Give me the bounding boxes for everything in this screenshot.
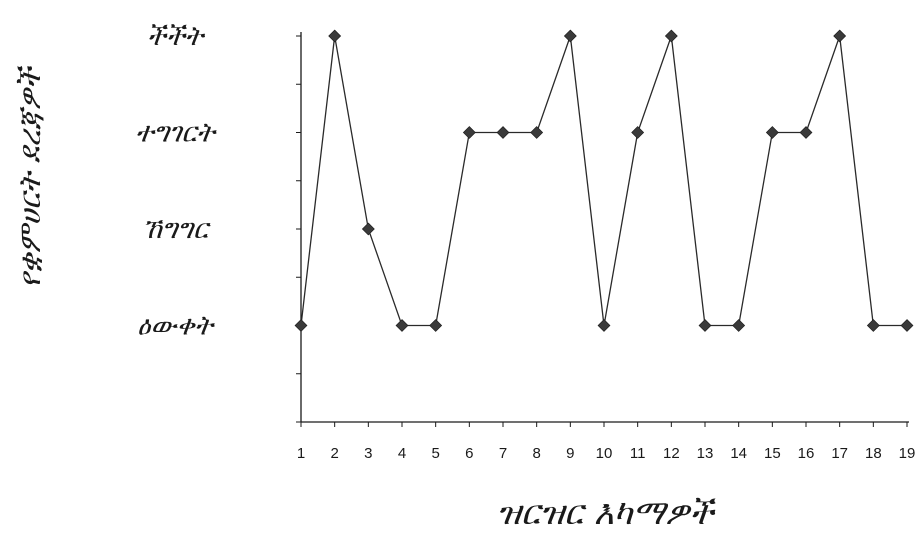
data-point-marker [833, 29, 847, 43]
data-point-marker [900, 319, 914, 332]
data-point-marker [361, 222, 375, 236]
x-tick-label: 18 [865, 445, 882, 462]
x-tick-label: 3 [364, 445, 372, 462]
x-axis-title: ዝርዝር እካማዎች [497, 493, 717, 533]
data-point-marker [698, 319, 712, 332]
y-category-labels: ዕውቀት ኸግግር ተግገርት ችችት [135, 21, 217, 342]
data-point-marker [597, 319, 611, 332]
series-group [294, 29, 914, 332]
x-tick-label: 7 [499, 445, 507, 462]
x-tick-label: 6 [465, 445, 473, 462]
data-point-marker [563, 29, 577, 43]
data-point-marker [429, 319, 443, 332]
data-point-marker [732, 319, 746, 332]
y-category-label: ኸግግር [142, 214, 211, 245]
y-category-label: ዕውቀት [137, 311, 215, 342]
x-tick-label: 19 [899, 445, 915, 462]
data-point-marker [530, 126, 544, 139]
axes [296, 32, 909, 427]
x-tick-label: 2 [330, 445, 338, 462]
data-point-marker [294, 319, 308, 332]
series-line [300, 35, 907, 327]
data-point-marker [765, 126, 779, 139]
y-category-label: ችችት [147, 21, 206, 52]
y-axis-title: የቋምሀርት ደረጃዎች [13, 65, 48, 288]
x-tick-label: 16 [798, 445, 815, 462]
data-point-marker [664, 29, 678, 43]
x-tick-label: 10 [596, 445, 613, 462]
x-tick-label: 1 [297, 445, 305, 462]
x-tick-label: 8 [532, 445, 540, 462]
x-tick-label: 17 [831, 445, 848, 462]
data-point-marker [496, 126, 510, 139]
x-tick-label: 9 [566, 445, 574, 462]
x-tick-labels: 1 2 3 4 5 6 7 8 9 10 11 12 13 14 15 16 17 18 19 [297, 445, 915, 462]
data-point-marker [395, 319, 409, 332]
data-point-marker [631, 126, 645, 139]
y-category-label: ተግገርት [135, 118, 217, 149]
data-point-marker [799, 126, 813, 139]
data-point-marker [866, 319, 880, 332]
x-tick-label: 14 [730, 445, 747, 462]
x-tick-label: 12 [663, 445, 680, 462]
data-point-marker [328, 29, 342, 43]
x-tick-label: 4 [398, 445, 406, 462]
x-tick-label: 13 [697, 445, 714, 462]
x-tick-label: 15 [764, 445, 781, 462]
x-tick-label: 5 [431, 445, 439, 462]
x-tick-label: 11 [630, 445, 646, 462]
data-point-marker [462, 126, 476, 139]
